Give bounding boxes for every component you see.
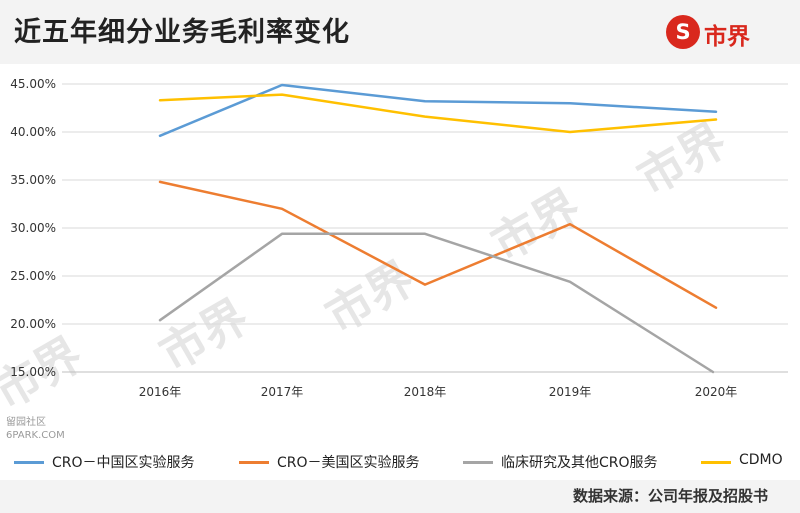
series-line-cro-us xyxy=(158,180,718,309)
legend-label-cdmo: CDMO xyxy=(739,452,783,468)
x-tick-label-2016: 2016年 xyxy=(139,385,182,399)
series-line-cro-china xyxy=(158,83,718,138)
legend-label-cro-china: CRO－中国区实验服务 xyxy=(52,455,195,471)
side-watermark-line2: 6PARK.COM xyxy=(6,430,65,441)
logo-text: 市界 xyxy=(704,24,750,50)
legend-label-clinical: 临床研究及其他CRO服务 xyxy=(501,455,658,471)
data-source: 数据来源：公司年报及招股书 xyxy=(572,487,768,505)
y-axis-ticks: 15.00% 20.00% 25.00% 30.00% 35.00% 40.00% 45.0… xyxy=(10,77,56,379)
x-tick-label-2017: 2017年 xyxy=(261,385,304,399)
chart-title: 近五年细分业务毛利率变化 xyxy=(14,17,350,48)
legend-swatch-cro-china xyxy=(14,461,44,464)
header-bar: 近五年细分业务毛利率变化 S 市界 xyxy=(0,0,800,64)
legend-label-cro-us: CRO－美国区实验服务 xyxy=(277,455,420,471)
x-tick-label-2020: 2020年 xyxy=(695,385,738,399)
x-tick-label-2019: 2019年 xyxy=(549,385,592,399)
y-tick-label-40: 40.00% xyxy=(10,125,56,139)
y-tick-label-45: 45.00% xyxy=(10,77,56,91)
series-line-clinical xyxy=(158,232,715,374)
legend-swatch-cro-us xyxy=(239,461,269,464)
y-tick-label-15: 15.00% xyxy=(10,365,56,379)
y-tick-label-35: 35.00% xyxy=(10,173,56,187)
footer-bar: 数据来源：公司年报及招股书 xyxy=(0,480,800,513)
legend: CRO－中国区实验服务 CRO－美国区实验服务 临床研究及其他CRO服务 CDM… xyxy=(0,449,800,475)
y-tick-label-30: 30.00% xyxy=(10,221,56,235)
y-tick-label-25: 25.00% xyxy=(10,269,56,283)
gridlines xyxy=(62,83,788,373)
side-watermark: 留园社区 6PARK.COM xyxy=(6,416,65,442)
series-lines xyxy=(158,83,718,374)
series-line-cdmo xyxy=(158,93,718,134)
legend-swatch-clinical xyxy=(463,461,493,464)
watermark-2: 市界 xyxy=(151,289,258,382)
side-watermark-line1: 留园社区 xyxy=(6,417,46,428)
watermark-layer: 市界 市界 市界 市界 市界 xyxy=(0,113,735,420)
logo-badge-icon: S xyxy=(666,15,700,49)
logo-badge-glyph: S xyxy=(675,20,691,44)
line-chart: 市界 市界 市界 市界 市界 15.00% 20.00% 25.00% 30.00% 3… xyxy=(0,77,788,420)
y-tick-label-20: 20.00% xyxy=(10,317,56,331)
watermark-3: 市界 xyxy=(317,251,424,344)
x-tick-label-2018: 2018年 xyxy=(404,385,447,399)
x-axis-ticks: 2016年 2017年 2018年 2019年 2020年 xyxy=(139,385,738,399)
brand-logo: S 市界 xyxy=(666,15,782,53)
legend-swatch-cdmo xyxy=(701,461,731,464)
